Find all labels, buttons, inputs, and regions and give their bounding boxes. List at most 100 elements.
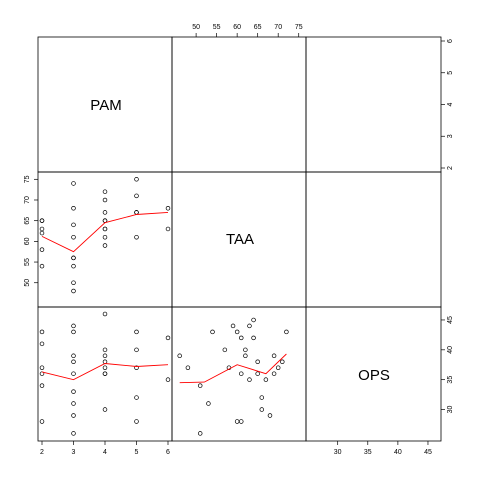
tick-label-taa-left: 60 [24,237,31,245]
data-point-taa-vs-ops [222,347,228,353]
data-point-pam-vs-ops [39,371,45,376]
data-point-taa-vs-ops [284,329,289,335]
data-point-pam-vs-ops [71,401,76,406]
data-point-taa-vs-ops [271,371,277,376]
tick-label-pam-bottom: 3 [72,449,76,456]
tick-label-taa-top: 70 [274,24,282,31]
data-point-pam-vs-ops [165,377,171,382]
panel-frame-r2-c2 [305,306,442,442]
data-point-pam-vs-ops [102,347,108,353]
tick-label-ops-bottom: 45 [424,449,432,456]
data-point-pam-vs-taa [39,226,45,232]
data-point-pam-vs-taa [39,230,45,236]
data-point-pam-vs-ops [71,359,76,365]
tick-label-ops-right: 45 [447,316,454,324]
panel-frame-r0-c2 [305,36,442,173]
data-point-taa-vs-ops [263,377,269,382]
data-point-pam-vs-taa [71,206,76,211]
tick-label-taa-left: 50 [24,279,31,287]
tick-label-pam-bottom: 2 [40,449,44,456]
data-point-pam-vs-taa [71,255,76,261]
data-point-taa-vs-ops [271,353,277,359]
data-point-pam-vs-taa [102,210,108,215]
data-point-taa-vs-ops [197,383,203,388]
tick-label-ops-right: 35 [447,376,454,384]
data-point-taa-vs-ops [234,329,240,335]
data-point-taa-vs-ops [280,359,285,365]
data-point-pam-vs-taa [102,189,108,194]
data-point-pam-vs-ops [39,419,45,424]
panel-frame-r2-c0 [37,306,173,442]
variable-label-ops: OPS [358,367,390,384]
tick-label-pam-right: 2 [447,166,454,170]
data-point-taa-vs-ops [251,317,256,323]
data-point-taa-vs-ops [247,377,252,382]
data-point-pam-vs-ops [102,407,108,412]
data-point-taa-vs-ops [239,371,244,376]
data-point-pam-vs-ops [71,353,76,359]
data-point-taa-vs-ops [243,347,248,353]
data-point-taa-vs-ops [247,323,252,329]
tick-label-pam-bottom: 6 [166,449,170,456]
tick-label-pam-right: 4 [447,102,454,106]
tick-label-pam-right: 3 [447,134,454,138]
data-point-pam-vs-taa [165,226,171,232]
data-point-pam-vs-ops [165,335,171,341]
data-point-pam-vs-taa [71,280,76,285]
tick-label-ops-bottom: 30 [334,449,342,456]
data-point-pam-vs-taa [134,210,139,215]
points-layer [39,177,289,436]
data-point-pam-vs-taa [102,243,108,248]
data-point-pam-vs-taa [71,234,76,240]
tick-label-ops-bottom: 35 [364,449,372,456]
data-point-pam-vs-ops [71,389,76,394]
tick-label-taa-top: 50 [192,24,200,31]
data-point-taa-vs-ops [239,335,244,341]
data-point-taa-vs-ops [210,329,215,335]
panel-frame-r1-c2 [305,171,442,308]
data-point-taa-vs-ops [177,353,182,359]
data-point-pam-vs-ops [102,371,108,376]
data-point-pam-vs-taa [39,247,45,252]
data-point-pam-vs-ops [134,365,139,370]
tick-label-taa-top: 55 [213,24,221,31]
data-point-pam-vs-taa [102,197,108,203]
data-point-pam-vs-ops [39,341,45,347]
data-point-pam-vs-ops [39,383,45,388]
data-point-taa-vs-ops [206,401,211,406]
data-point-pam-vs-taa [71,222,76,228]
data-point-pam-vs-taa [39,263,45,269]
data-point-taa-vs-ops [251,335,256,341]
panel-frame-r1-c0 [37,171,173,308]
variable-label-taa: TAA [226,231,254,248]
data-point-pam-vs-taa [39,218,45,223]
tick-label-ops-bottom: 40 [394,449,402,456]
tick-label-taa-left: 70 [24,196,31,204]
data-point-pam-vs-taa [134,234,139,240]
tick-label-pam-right: 5 [447,71,454,75]
tick-label-ops-right: 40 [447,346,454,354]
data-point-taa-vs-ops [243,353,248,359]
data-point-taa-vs-ops [267,413,273,418]
data-point-pam-vs-taa [134,193,139,199]
tick-label-taa-top: 75 [295,24,303,31]
tick-label-taa-top: 65 [254,24,262,31]
tick-label-taa-left: 55 [24,258,31,266]
tick-label-pam-bottom: 4 [103,449,107,456]
panel-frame-r0-c1 [171,36,307,173]
smooth-line-taa-vs-ops [179,353,287,384]
tick-label-pam-bottom: 5 [135,449,139,456]
tick-label-taa-top: 60 [233,24,241,31]
tick-label-ops-right: 30 [447,406,454,414]
data-point-pam-vs-taa [102,226,108,232]
data-point-taa-vs-ops [185,365,191,370]
data-point-pam-vs-ops [39,365,45,370]
data-point-taa-vs-ops [230,323,236,329]
data-point-pam-vs-ops [102,311,108,317]
smooth-line-pam-vs-ops [41,363,169,381]
data-point-pam-vs-taa [165,206,171,211]
data-point-taa-vs-ops [275,365,281,370]
smooth-line-pam-vs-taa [41,211,169,253]
